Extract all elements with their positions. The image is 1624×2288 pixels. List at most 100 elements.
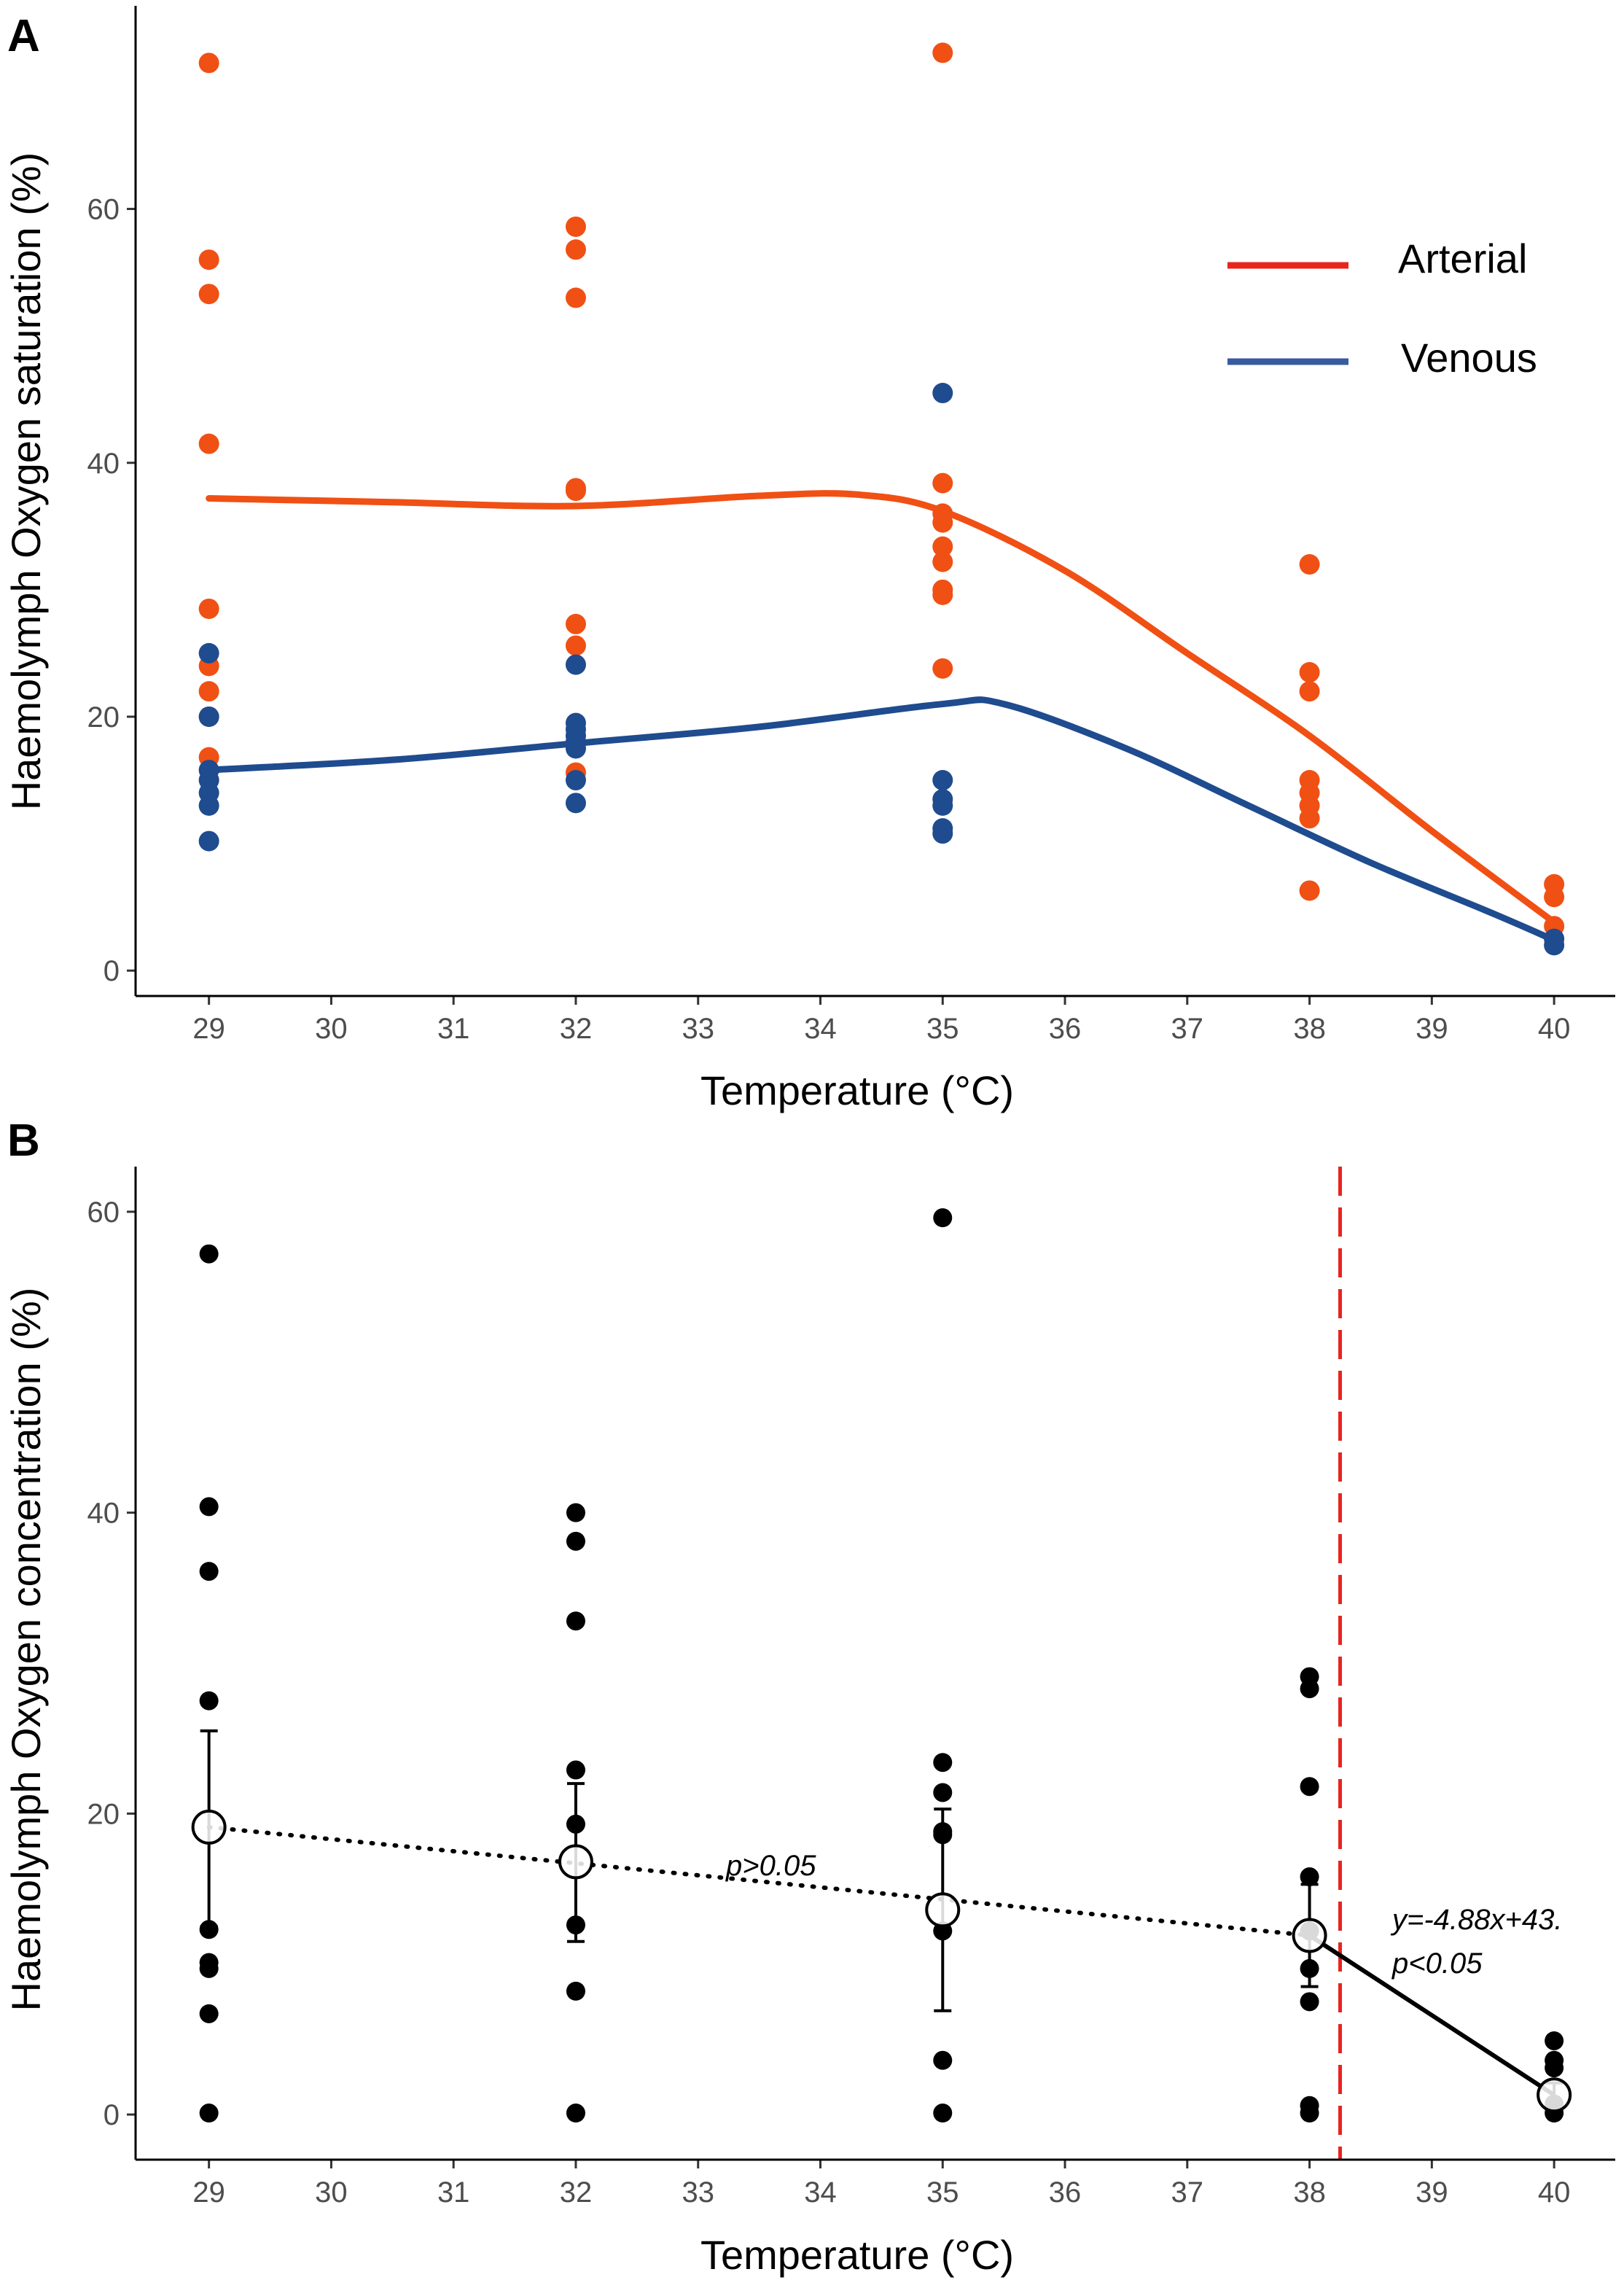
panel-b-x-axis-title: Temperature (°C) <box>700 2232 1014 2278</box>
x-tick-label: 31 <box>437 1013 470 1045</box>
concentration-point <box>566 1531 585 1551</box>
panel-b-y-axis-title: Haemolymph Oxygen concentration (%) <box>3 1288 49 2012</box>
x-tick-label: 34 <box>804 2176 837 2209</box>
arterial-point <box>1299 681 1320 702</box>
y-tick-label: 0 <box>104 2099 120 2131</box>
panel-a-y-ticks: 0 20 40 60 <box>87 194 136 987</box>
concentration-point <box>199 2104 219 2123</box>
arterial-point <box>1299 808 1320 829</box>
arterial-point <box>198 52 219 74</box>
x-tick-label: 38 <box>1293 2176 1326 2209</box>
concentration-point <box>566 1760 585 1780</box>
panel-a-x-ticks: 29 30 31 32 33 34 35 36 37 38 39 40 <box>192 996 1570 1045</box>
solid-trend-line <box>1308 1934 1555 2097</box>
mean-marker <box>925 1892 961 1928</box>
annotation-regression-p: p<0.05 <box>1391 1947 1483 1980</box>
panel-b-points <box>199 1208 1564 2123</box>
arterial-point <box>932 472 953 494</box>
panel-b-letter: B <box>7 1116 40 1166</box>
x-tick-label: 34 <box>804 1013 837 1045</box>
venous-point <box>198 830 219 852</box>
venous-point <box>565 793 586 814</box>
mean-marker <box>1537 2077 1572 2113</box>
concentration-point <box>566 1503 585 1522</box>
dotted-trend-line <box>206 1824 1312 1938</box>
arterial-point <box>198 284 219 305</box>
concentration-point <box>1300 1867 1319 1887</box>
arterial-point <box>1299 554 1320 575</box>
x-tick-label: 37 <box>1171 1013 1204 1045</box>
x-tick-label: 35 <box>926 1013 959 1045</box>
panel-a-points <box>198 42 1565 956</box>
panel-a-smooth-fits <box>206 490 1558 943</box>
venous-point <box>565 770 586 791</box>
x-tick-label: 39 <box>1416 2176 1448 2209</box>
concentration-point <box>1300 2104 1319 2123</box>
x-tick-label: 38 <box>1293 1013 1326 1045</box>
arterial-point <box>1544 887 1565 908</box>
x-tick-label: 32 <box>560 2176 593 2209</box>
concentration-point <box>933 1783 953 1802</box>
panel-b-x-ticks: 29 30 31 32 33 34 35 36 37 38 39 40 <box>192 2160 1570 2209</box>
mean-marker <box>191 1809 227 1845</box>
arterial-point <box>198 249 219 271</box>
concentration-point <box>199 1497 219 1517</box>
x-tick-label: 35 <box>926 2176 959 2209</box>
x-tick-label: 30 <box>315 1013 348 1045</box>
arterial-point <box>1299 662 1320 683</box>
concentration-point <box>566 2104 585 2123</box>
arterial-point <box>565 635 586 656</box>
arterial-point <box>198 598 219 619</box>
arterial-point <box>565 239 586 260</box>
legend-arterial-label: Arterial <box>1398 236 1527 281</box>
venous-point <box>932 823 953 844</box>
x-tick-label: 36 <box>1049 2176 1082 2209</box>
arterial-point <box>932 658 953 679</box>
x-tick-label: 36 <box>1049 1013 1082 1045</box>
y-tick-label: 40 <box>87 448 120 480</box>
x-tick-label: 31 <box>437 2176 470 2209</box>
x-tick-label: 40 <box>1538 2176 1571 2209</box>
concentration-point <box>566 1611 585 1631</box>
concentration-point <box>199 1920 219 1939</box>
y-tick-label: 0 <box>104 955 120 987</box>
panel-b-means <box>191 1729 1572 2113</box>
concentration-point <box>1300 1992 1319 2012</box>
x-tick-label: 33 <box>682 2176 714 2209</box>
mean-marker <box>1292 1918 1327 1953</box>
venous-point <box>932 383 953 404</box>
panel-a-letter: A <box>7 11 40 61</box>
x-tick-label: 29 <box>192 1013 225 1045</box>
arterial-point <box>198 433 219 454</box>
x-tick-label: 39 <box>1416 1013 1448 1045</box>
mean-marker <box>558 1844 593 1880</box>
x-tick-label: 29 <box>192 2176 225 2209</box>
panel-b-y-ticks: 0 20 40 60 <box>87 1196 136 2131</box>
arterial-point <box>932 551 953 572</box>
venous-smooth-fit-line <box>206 696 1558 943</box>
concentration-point <box>566 1981 585 2001</box>
concentration-point <box>1545 2058 1564 2078</box>
panel-a-legend: Arterial Venous <box>1227 236 1537 381</box>
arterial-point <box>932 512 953 533</box>
x-tick-label: 32 <box>560 1013 593 1045</box>
annotation-regression-equation: y=-4.88x+43. <box>1390 1904 1563 1936</box>
venous-point <box>198 795 219 816</box>
concentration-point <box>933 1208 953 1228</box>
concentration-point <box>199 1958 219 1978</box>
concentration-point <box>199 1244 219 1264</box>
arterial-point <box>932 42 953 63</box>
arterial-point <box>565 480 586 502</box>
arterial-point <box>1299 880 1320 901</box>
concentration-point <box>933 2050 953 2070</box>
venous-point <box>565 738 586 759</box>
y-tick-label: 60 <box>87 194 120 226</box>
venous-point <box>565 654 586 675</box>
arterial-point <box>932 536 953 557</box>
panel-b: B 0 20 40 60 29 30 31 32 33 34 35 36 37 38 39 40 Tempe… <box>3 1116 1615 2278</box>
y-tick-label: 40 <box>87 1498 120 1530</box>
panel-a-x-axis-title: Temperature (°C) <box>700 1067 1014 1113</box>
arterial-point <box>565 216 586 237</box>
x-tick-label: 40 <box>1538 1013 1571 1045</box>
